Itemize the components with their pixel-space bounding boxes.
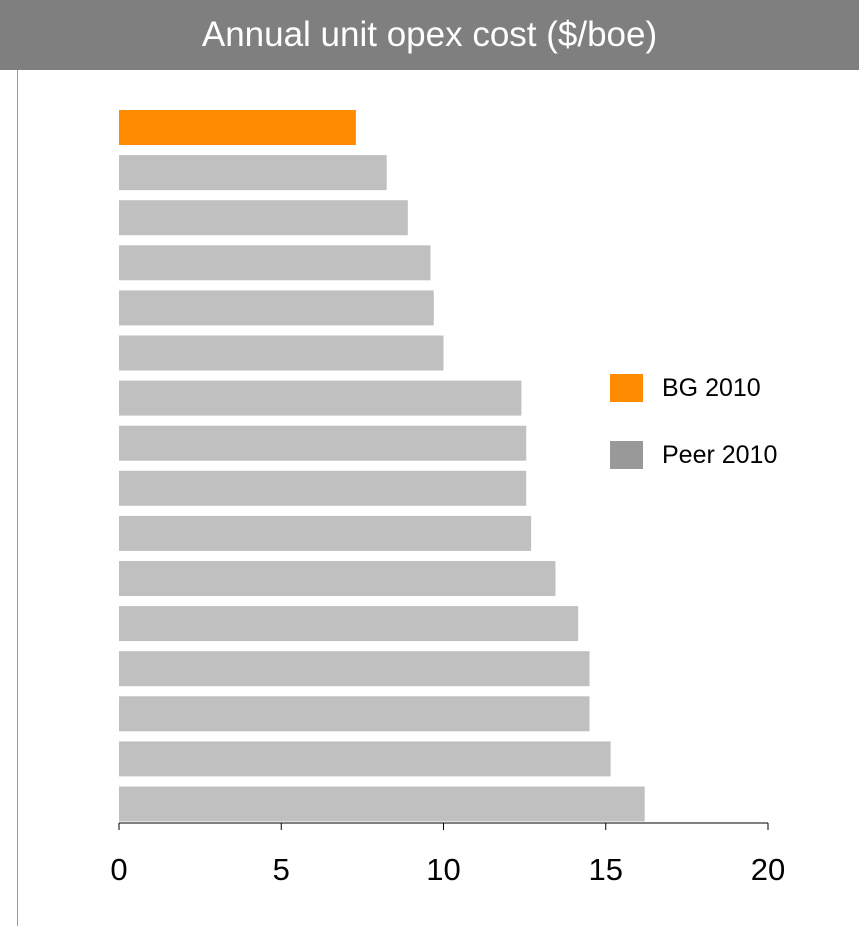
left-border — [17, 70, 18, 926]
bar-peer-2010-15 — [119, 786, 645, 822]
bar-peer-2010-3 — [119, 245, 431, 281]
legend-swatch-bg — [610, 374, 643, 402]
bar-peer-2010-2 — [119, 200, 408, 236]
bar-peer-2010-4 — [119, 290, 434, 326]
bar-bg-2010 — [119, 110, 356, 145]
bar-peer-2010-11 — [119, 606, 579, 642]
legend: BG 2010 Peer 2010 — [610, 373, 777, 507]
bar-peer-2010-7 — [119, 425, 527, 461]
bar-peer-2010-13 — [119, 696, 590, 732]
bar-peer-2010-8 — [119, 470, 527, 506]
bar-peer-2010-1 — [119, 155, 387, 191]
bar-peer-2010-12 — [119, 651, 590, 687]
x-tick-label: 15 — [589, 852, 623, 887]
x-tick-label: 10 — [426, 852, 460, 887]
legend-label-peer: Peer 2010 — [662, 440, 778, 469]
chart-title: Annual unit opex cost ($/boe) — [201, 15, 658, 54]
chart-title-banner: Annual unit opex cost ($/boe) — [0, 0, 859, 70]
legend-swatch-peer — [610, 441, 643, 469]
x-tick-label: 5 — [273, 852, 290, 887]
x-tick-label: 0 — [110, 852, 127, 887]
legend-label-bg: BG 2010 — [662, 373, 761, 402]
bar-peer-2010-6 — [119, 380, 522, 416]
legend-item-peer: Peer 2010 — [610, 440, 777, 470]
bar-peer-2010-9 — [119, 515, 532, 551]
bar-peer-2010-14 — [119, 741, 611, 777]
x-tick-label: 20 — [751, 852, 785, 887]
bar-peer-2010-10 — [119, 561, 556, 596]
bar-peer-2010-5 — [119, 335, 444, 371]
legend-item-bg: BG 2010 — [610, 373, 777, 403]
